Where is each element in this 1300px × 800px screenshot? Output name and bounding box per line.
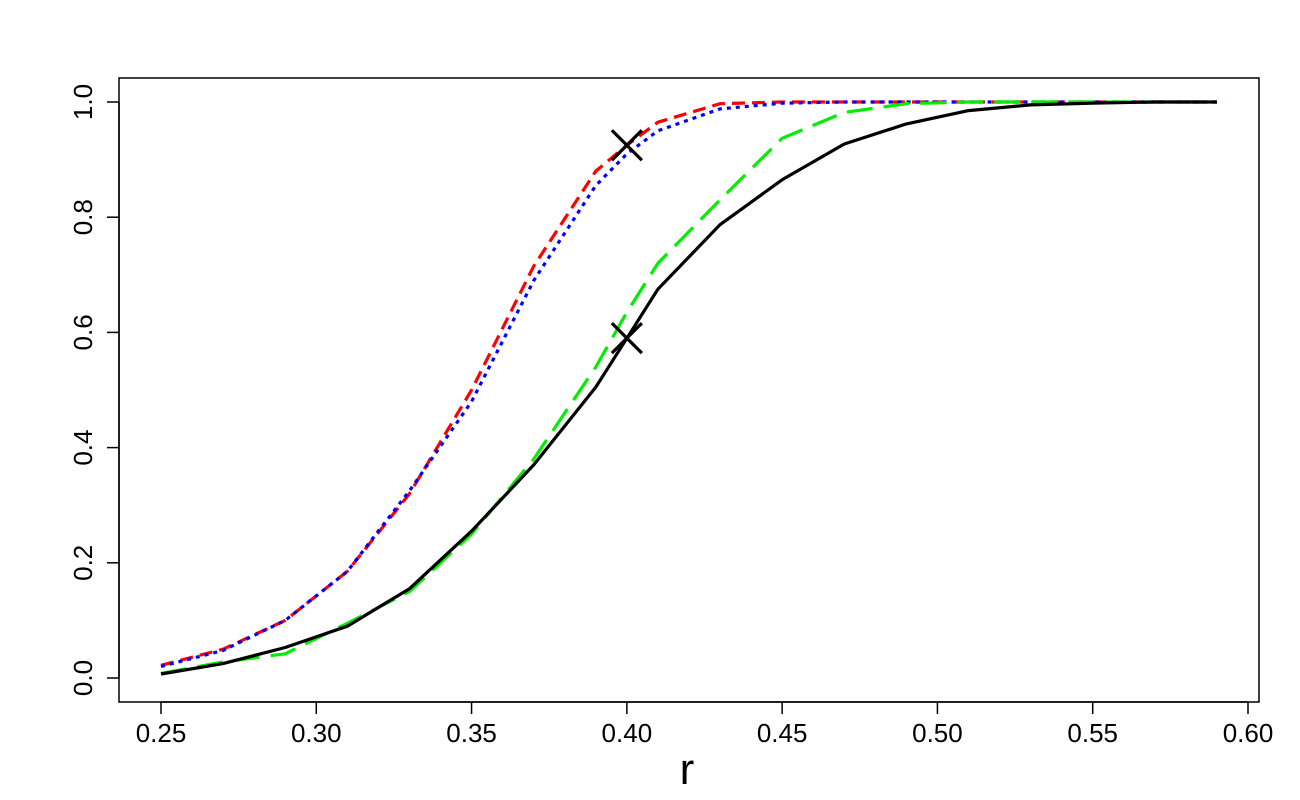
cross-marker-stroke bbox=[610, 322, 643, 355]
series-line-2 bbox=[160, 100, 1217, 675]
plot-frame bbox=[118, 77, 1260, 703]
y-tick-label: 1.0 bbox=[68, 84, 98, 120]
x-tick-label: 0.30 bbox=[291, 718, 342, 748]
series-layer bbox=[160, 100, 1217, 676]
x-tick-label: 0.50 bbox=[912, 718, 963, 748]
cross-marker-0 bbox=[610, 129, 643, 162]
marker-layer bbox=[610, 129, 643, 355]
cross-marker-1 bbox=[610, 322, 643, 355]
x-axis-title: r bbox=[680, 745, 695, 794]
x-tick-label: 0.60 bbox=[1223, 718, 1274, 748]
y-tick-label: 0.4 bbox=[68, 430, 98, 466]
y-tick-label: 0.0 bbox=[68, 660, 98, 696]
y-tick-label: 0.8 bbox=[68, 199, 98, 235]
cross-marker-stroke bbox=[610, 129, 643, 162]
y-tick-label: 0.2 bbox=[68, 545, 98, 581]
series-line-1 bbox=[160, 100, 1217, 669]
x-axis: 0.25 0.30 0.35 0.40 0.45 0.50 0.55 0.60 bbox=[136, 701, 1274, 748]
series-line-0 bbox=[160, 100, 1217, 667]
y-axis: 0.0 0.2 0.4 0.6 0.8 1.0 bbox=[68, 84, 120, 696]
x-tick-label: 0.55 bbox=[1067, 718, 1118, 748]
x-tick-label: 0.40 bbox=[602, 718, 653, 748]
x-tick-label: 0.25 bbox=[136, 718, 187, 748]
series-line-3 bbox=[160, 100, 1217, 676]
x-tick-label: 0.45 bbox=[757, 718, 808, 748]
y-tick-label: 0.6 bbox=[68, 314, 98, 350]
x-tick-label: 0.35 bbox=[446, 718, 497, 748]
